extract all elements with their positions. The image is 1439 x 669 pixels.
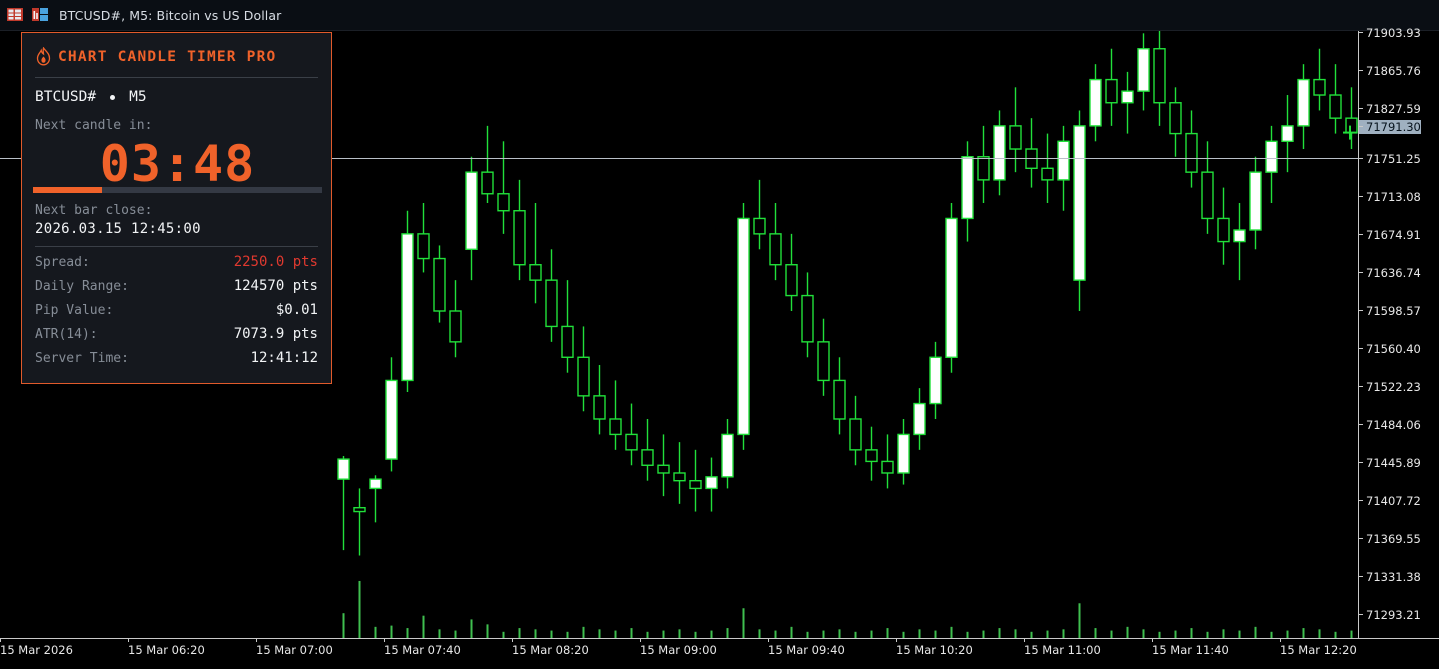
stat-label: Spread: [35,255,90,270]
price-tick: 71598.57 [1358,304,1421,318]
current-price-label: 71791.30 [1358,120,1421,134]
time-tick: 15 Mar 09:40 [768,638,845,657]
current-price-line [0,158,1358,159]
countdown-progress-fill [33,187,103,193]
next-bar-close-label: Next bar close: [35,203,153,218]
bar-chart-icon[interactable] [31,7,49,23]
stat-row: Daily Range: 124570 pts [35,278,318,302]
time-tick: 15 Mar 10:20 [896,638,973,657]
candle-timer-panel[interactable]: CHART CANDLE TIMER PRO BTCUSD# M5 Next c… [21,32,332,384]
window-titlebar: BTCUSD#, M5: Bitcoin vs US Dollar [0,0,1439,31]
stat-value: 124570 pts [233,278,318,294]
panel-header: CHART CANDLE TIMER PRO [22,33,331,66]
price-tick: 71865.76 [1358,64,1421,78]
price-tick: 71369.55 [1358,532,1421,546]
price-tick: 71293.21 [1358,608,1421,622]
time-tick: 15 Mar 07:40 [384,638,461,657]
price-tick: 71674.91 [1358,228,1421,242]
next-bar-close-value: 2026.03.15 12:45:00 [35,221,201,237]
stat-label: Pip Value: [35,303,114,318]
stat-row: Server Time: 12:41:12 [35,350,318,374]
stat-label: Daily Range: [35,279,129,294]
price-tick: 71522.23 [1358,380,1421,394]
price-tick: 71827.59 [1358,102,1421,116]
stat-label: Server Time: [35,351,129,366]
price-tick: 71331.38 [1358,570,1421,584]
stat-label: ATR(14): [35,327,98,342]
flame-icon [35,46,52,66]
countdown-progress-track [33,187,322,193]
price-tick: 71560.40 [1358,342,1421,356]
symbol-row: BTCUSD# M5 [22,78,331,105]
stat-value: 2250.0 pts [233,254,318,270]
price-tick: 71713.08 [1358,190,1421,204]
timeframe-label: M5 [129,89,147,105]
time-tick: 15 Mar 09:00 [640,638,717,657]
time-tick: 15 Mar 2026 [0,638,73,657]
window-title: BTCUSD#, M5: Bitcoin vs US Dollar [59,7,282,23]
stat-value: $0.01 [275,302,318,318]
price-tick: 71636.74 [1358,266,1421,280]
panel-title: CHART CANDLE TIMER PRO [58,48,277,65]
time-tick: 15 Mar 12:20 [1280,638,1357,657]
next-candle-label: Next candle in: [35,118,153,133]
time-tick: 15 Mar 11:40 [1152,638,1229,657]
separator-dot-icon [110,94,116,100]
price-tick: 71751.25 [1358,152,1421,166]
list-icon[interactable] [6,7,24,23]
next-bar-close-row: Next bar close: 2026.03.15 12:45:00 [22,197,331,237]
countdown-timer: 03:48 [22,135,331,197]
countdown-value: 03:48 [99,135,256,193]
price-axis[interactable]: 71903.93 71865.76 71827.59 71791.30 71751.25… [1358,26,1439,660]
panel-divider-top [35,77,318,78]
price-tick: 71903.93 [1358,26,1421,40]
next-candle-row: Next candle in: [22,105,331,133]
time-tick: 15 Mar 06:20 [128,638,205,657]
symbol-name: BTCUSD# [35,89,97,105]
stat-row: ATR(14): 7073.9 pts [35,326,318,350]
time-tick: 15 Mar 08:20 [512,638,589,657]
stat-value: 7073.9 pts [233,326,318,342]
panel-divider-mid [35,246,318,247]
time-tick: 15 Mar 11:00 [1024,638,1101,657]
stat-row: Spread: 2250.0 pts [35,254,318,278]
time-tick: 15 Mar 07:00 [256,638,333,657]
price-tick: 71445.89 [1358,456,1421,470]
price-tick: 71407.72 [1358,494,1421,508]
candlestick-series [337,31,1358,638]
time-axis[interactable]: 15 Mar 2026 15 Mar 06:20 15 Mar 07:00 15 Ma… [0,638,1439,669]
stat-value: 12:41:12 [250,350,318,366]
price-tick: 71484.06 [1358,418,1421,432]
stat-row: Pip Value: $0.01 [35,302,318,326]
stats-list: Spread: 2250.0 pts Daily Range: 124570 pts P… [22,247,331,374]
